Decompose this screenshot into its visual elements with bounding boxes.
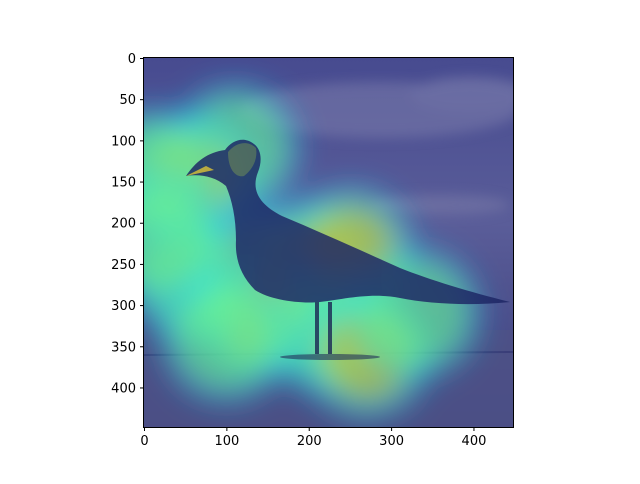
y-tick-label: 100 — [111, 134, 136, 149]
bird-leg-right — [328, 302, 332, 354]
y-tick-label: 0 — [128, 52, 136, 67]
cloud-band — [240, 77, 513, 215]
bird-beak — [186, 166, 214, 176]
y-axis: 0 50 100 150 200 250 300 350 400 — [111, 52, 144, 396]
x-tick-label: 200 — [297, 434, 322, 449]
x-tick-label: 400 — [462, 434, 487, 449]
y-tick-label: 150 — [111, 176, 136, 191]
bird-shadow — [280, 354, 380, 360]
bird-body — [186, 139, 510, 305]
bird-head-light — [228, 143, 257, 177]
y-tick-label: 400 — [111, 381, 136, 396]
y-tick-label: 50 — [119, 93, 136, 108]
x-axis: 0 100 200 300 400 — [140, 427, 486, 449]
y-tick-label: 300 — [111, 299, 136, 314]
x-tick-label: 300 — [379, 434, 404, 449]
y-tick-label: 250 — [111, 258, 136, 273]
axes-frame — [143, 57, 514, 428]
heat-blob-12-1 — [144, 185, 214, 293]
plot-area — [144, 58, 513, 427]
bird-silhouette — [186, 139, 510, 360]
heat-blob-11-1 — [172, 284, 280, 392]
bird-leg-left — [315, 302, 319, 354]
y-tick-label: 350 — [111, 340, 136, 355]
y-tick-label: 200 — [111, 217, 136, 232]
x-tick-label: 100 — [214, 434, 239, 449]
x-tick-label: 0 — [140, 434, 148, 449]
